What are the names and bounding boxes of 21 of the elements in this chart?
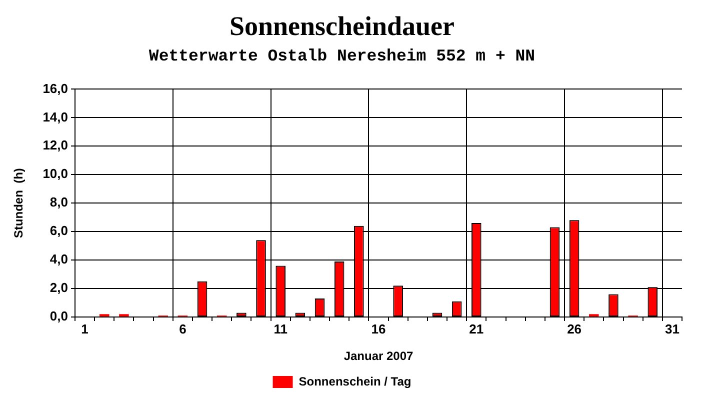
y-tick-label: 12,0 — [42, 138, 68, 153]
x-axis-title: Januar 2007 — [344, 349, 414, 364]
legend-label: Sonnenschein / Tag — [298, 374, 412, 388]
x-tick-label: 16 — [371, 321, 386, 336]
y-tick-label: 8,0 — [50, 194, 68, 210]
y-tick-label: 2,0 — [50, 280, 68, 296]
y-tick-label: 14,0 — [42, 109, 68, 124]
y-tick-label: 6,0 — [50, 223, 68, 238]
x-tick-label: 1 — [81, 321, 88, 336]
x-tick-label: 26 — [567, 321, 582, 336]
x-tick-label: 21 — [469, 321, 484, 336]
y-tick-label: 0,0 — [50, 308, 68, 324]
x-tick-label: 6 — [179, 321, 186, 336]
y-tick-label: 4,0 — [50, 252, 68, 267]
chart-title: Sonnenscheindauer — [229, 11, 455, 42]
y-axis-title: Stunden (h) — [12, 168, 26, 238]
y-tick-label: 10,0 — [42, 166, 68, 182]
x-tick-label: 11 — [274, 321, 288, 336]
chart-subtitle: Wetterwarte Ostalb Neresheim 552 m + NN — [148, 46, 536, 66]
x-tick-label: 31 — [664, 321, 680, 336]
y-tick-label: 16,0 — [42, 80, 68, 96]
